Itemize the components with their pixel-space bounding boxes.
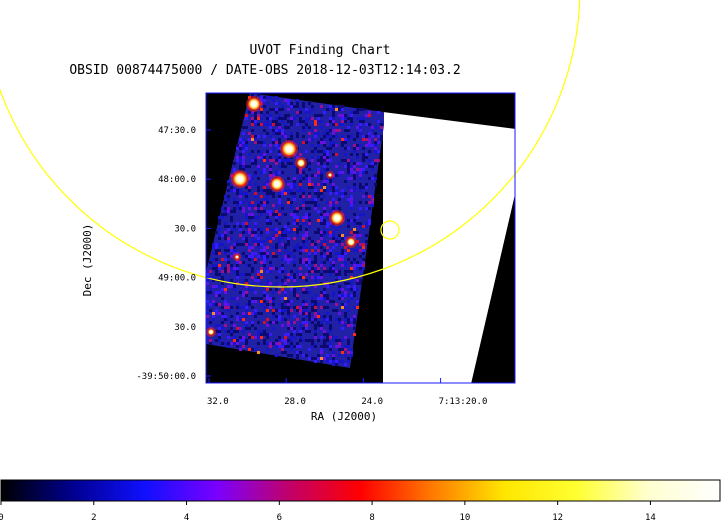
error-circle-large[interactable] bbox=[0, 0, 581, 288]
sky-noise-pixels bbox=[206, 93, 383, 366]
y-tick-label: 47:30.0 bbox=[158, 126, 196, 136]
colorbar: 0 2 4 6 8 10 12 14 bbox=[0, 479, 721, 521]
star bbox=[208, 329, 214, 335]
y-tick-label: 48:00.0 bbox=[158, 175, 196, 185]
chart-title: UVOT Finding Chart bbox=[250, 43, 391, 58]
star bbox=[297, 159, 305, 167]
colorbar-gradient bbox=[0, 479, 721, 502]
star bbox=[271, 178, 283, 190]
x-tick-label: 28.0 bbox=[284, 397, 306, 407]
colorbar-tick-label: 12 bbox=[552, 513, 563, 521]
image-frame bbox=[205, 92, 516, 384]
colorbar-tick-label: 6 bbox=[277, 513, 282, 521]
star bbox=[331, 212, 343, 224]
x-tick-label: 7:13:20.0 bbox=[439, 397, 488, 407]
colorbar-tick-label: 2 bbox=[91, 513, 96, 521]
star bbox=[235, 255, 239, 259]
y-axis-label: Dec (J2000) bbox=[81, 224, 94, 297]
stars bbox=[206, 96, 357, 337]
target-circle[interactable] bbox=[380, 220, 400, 240]
exposed-region-white bbox=[383, 112, 515, 383]
x-tick-label: 32.0 bbox=[207, 397, 229, 407]
y-tick-label: 30.0 bbox=[174, 323, 196, 333]
x-tick-label: 24.0 bbox=[361, 397, 383, 407]
y-tick-label: 49:00.0 bbox=[158, 274, 196, 284]
colorbar-tick-label: 14 bbox=[645, 513, 656, 521]
star bbox=[328, 173, 332, 177]
colorbar-tick-label: 8 bbox=[369, 513, 374, 521]
colorbar-ticks: 0 2 4 6 8 10 12 14 bbox=[0, 501, 656, 521]
y-tick-label: 30.0 bbox=[174, 224, 196, 234]
star bbox=[282, 142, 296, 156]
y-tick-label: -39:50:00.0 bbox=[136, 372, 196, 382]
sky-image bbox=[206, 93, 515, 383]
y-axis-ticks: 47:30.0 48:00.0 30.0 49:00.0 30.0 -39:50:00.0 bbox=[136, 126, 211, 382]
x-axis-label: RA (J2000) bbox=[311, 410, 377, 423]
colorbar-tick-label: 10 bbox=[459, 513, 470, 521]
colorbar-tick-label: 0 bbox=[0, 513, 4, 521]
x-axis-ticks: 32.0 28.0 24.0 7:13:20.0 bbox=[207, 378, 487, 407]
star bbox=[233, 172, 247, 186]
colorbar-tick-label: 4 bbox=[184, 513, 189, 521]
star bbox=[347, 238, 355, 246]
star bbox=[248, 98, 260, 110]
chart-subtitle: OBSID 00874475000 / DATE-OBS 2018-12-03T… bbox=[69, 63, 460, 78]
